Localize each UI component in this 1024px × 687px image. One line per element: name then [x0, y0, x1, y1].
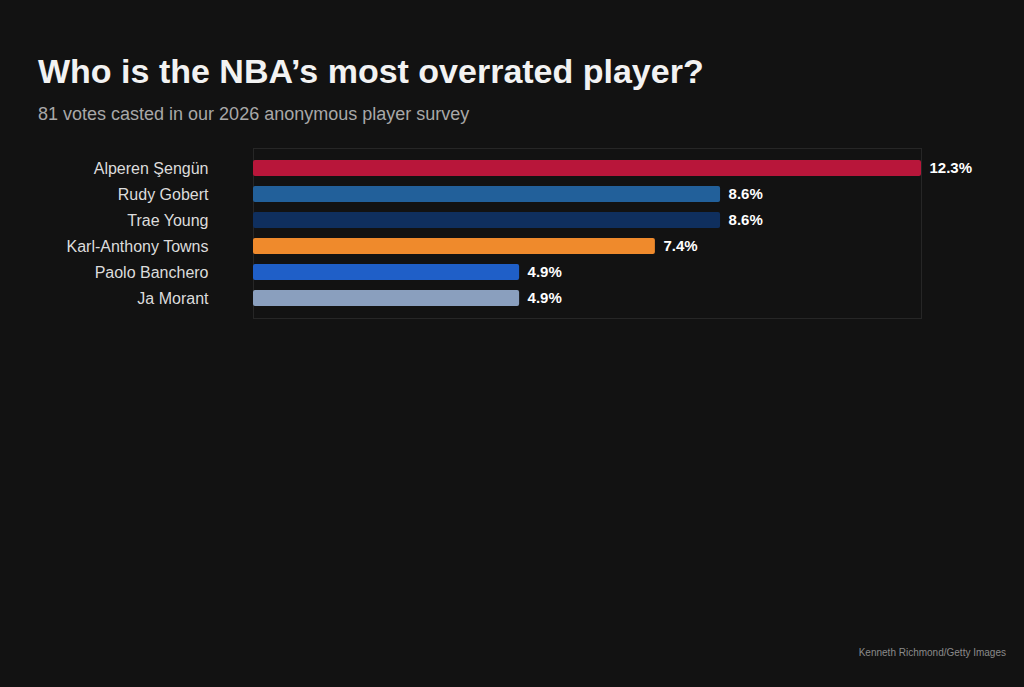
svg-text:12.3%: 12.3%: [930, 159, 973, 176]
svg-text:4.9%: 4.9%: [528, 289, 562, 306]
html-text:Kenneth Richmond/Getty Images: Kenneth Richmond/Getty Images: [858, 647, 1006, 658]
html-text:81 votes casted in our 2026 an: 81 votes casted in our 2026 anonymous pl…: [38, 104, 470, 124]
html-text:Who is the NBA’s most overrate: Who is the NBA’s most overrated player?: [38, 52, 704, 90]
svg-text:8.6%: 8.6%: [729, 185, 763, 202]
svg-text:Rudy Gobert: Rudy Gobert: [118, 186, 209, 203]
svg-text:4.9%: 4.9%: [528, 263, 562, 280]
svg-text:Trae Young: Trae Young: [127, 212, 208, 229]
svg-text:Paolo Banchero: Paolo Banchero: [95, 264, 209, 281]
svg-text:8.6%: 8.6%: [729, 211, 763, 228]
svg-text:Karl-Anthony Towns: Karl-Anthony Towns: [67, 238, 209, 255]
svg-text:7.4%: 7.4%: [663, 237, 697, 254]
svg-text:Alperen Şengün: Alperen Şengün: [94, 160, 209, 177]
svg-text:Ja Morant: Ja Morant: [137, 290, 209, 307]
